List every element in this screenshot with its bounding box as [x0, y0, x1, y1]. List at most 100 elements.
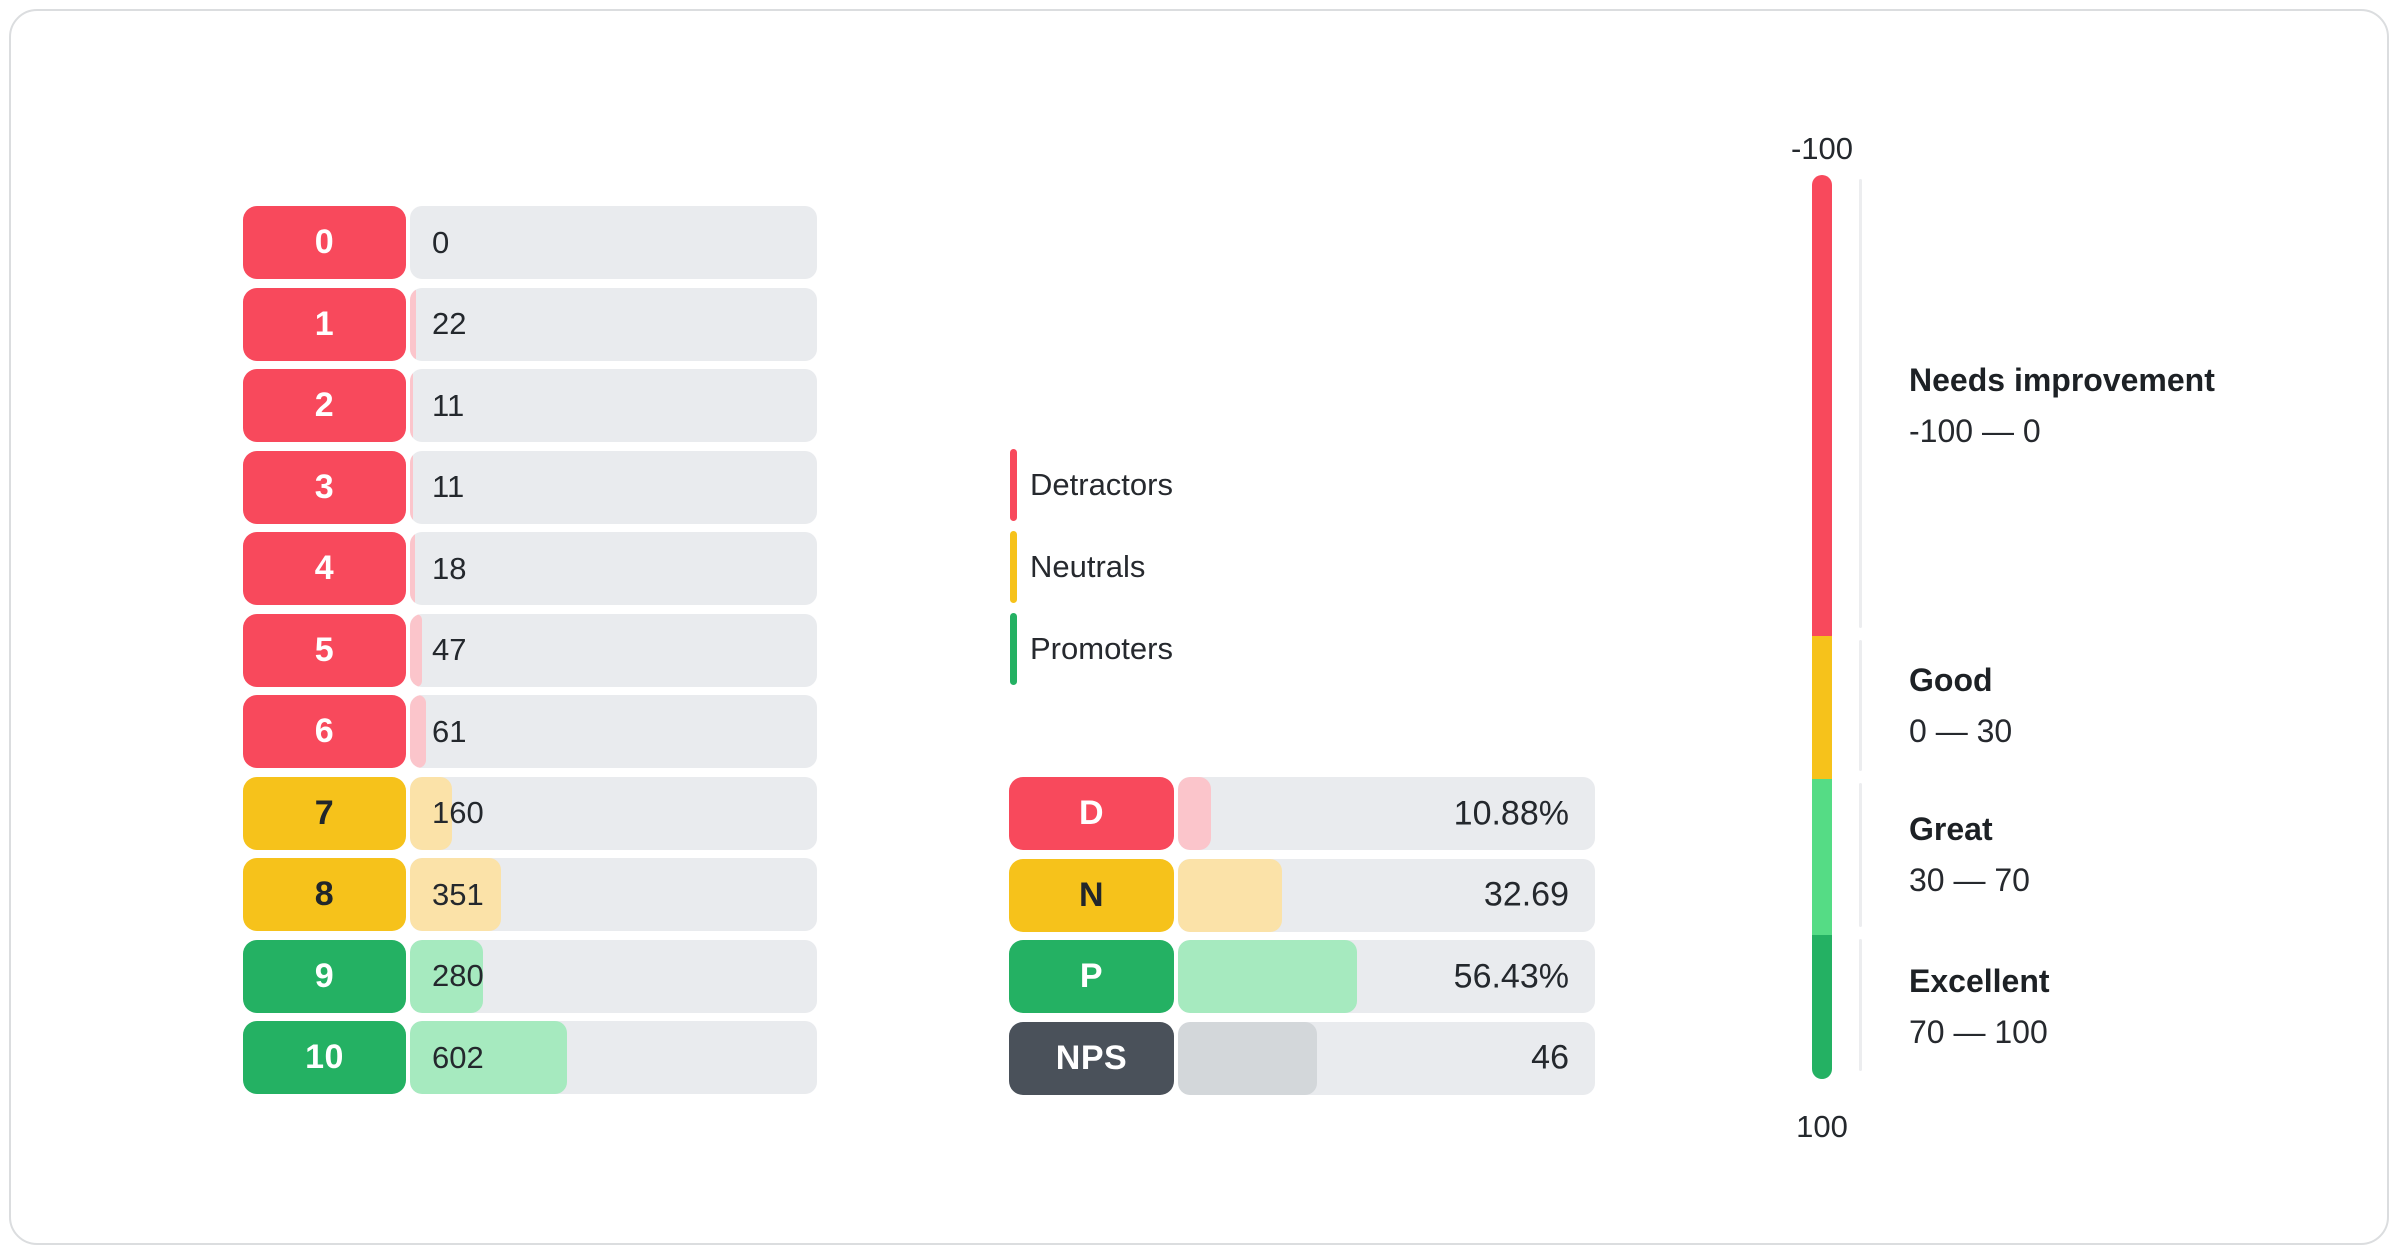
score-bar-fill	[410, 695, 426, 768]
score-chip: 5	[243, 613, 406, 687]
summary-chip-d: D	[1009, 777, 1174, 850]
summary-value: 32.69	[1483, 875, 1569, 914]
score-chip: 6	[243, 695, 406, 768]
score-bar-track: 61	[410, 695, 817, 768]
score-row-10: 10 602	[243, 1021, 817, 1094]
score-bar-track: 18	[410, 532, 817, 605]
legend-item-neutrals[interactable]: Neutrals	[1010, 531, 1173, 603]
score-bar-fill	[410, 450, 413, 524]
summary-row-nps: NPS 46	[1009, 1021, 1595, 1095]
legend: Detractors Neutrals Promoters	[1010, 449, 1173, 685]
score-count: 18	[432, 550, 467, 586]
summary-bar-fill	[1178, 1021, 1318, 1095]
gauge-segment-needs-improvement	[1812, 175, 1832, 636]
score-row-3: 3 11	[243, 450, 817, 524]
gauge-axis-line	[1859, 179, 1862, 1071]
score-chip: 8	[243, 858, 406, 931]
gauge-note-range: 0 — 30	[1909, 713, 2013, 749]
score-bar-fill	[410, 776, 452, 850]
summary-bar-fill	[1178, 777, 1211, 850]
score-bar-track: 351	[410, 858, 817, 931]
nps-report-card: 0 0 1 22 2 11 3	[9, 9, 2389, 1245]
summary-chip-p: P	[1009, 940, 1174, 1013]
legend-label: Promoters	[1030, 631, 1173, 666]
score-row-0: 0 0	[243, 206, 817, 279]
nps-gauge-bar	[1812, 175, 1832, 1079]
score-bar-track: 280	[410, 939, 817, 1013]
score-bar-fill	[410, 532, 415, 605]
gauge-note-title: Needs improvement	[1909, 362, 2215, 398]
score-row-9: 9 280	[243, 939, 817, 1013]
gauge-note-title: Excellent	[1909, 963, 2050, 999]
summary-value: 46	[1531, 1038, 1569, 1077]
summary-chip-n: N	[1009, 858, 1174, 932]
score-count: 280	[432, 958, 484, 993]
score-chip: 2	[243, 369, 406, 442]
score-count: 11	[432, 387, 465, 423]
gauge-segment-excellent	[1812, 935, 1832, 1079]
gauge-segment-good	[1812, 636, 1832, 779]
legend-item-detractors[interactable]: Detractors	[1010, 449, 1173, 521]
score-distribution-chart: 0 0 1 22 2 11 3	[243, 206, 817, 1094]
score-row-2: 2 11	[243, 369, 817, 442]
promoters-color-bar-icon	[1010, 613, 1017, 685]
legend-item-promoters[interactable]: Promoters	[1010, 613, 1173, 685]
summary-bar-track: 56.43%	[1178, 940, 1595, 1013]
score-bar-track: 47	[410, 613, 817, 687]
score-bar-track: 602	[410, 1021, 817, 1094]
score-bar-fill	[410, 1021, 567, 1094]
score-bar-track: 11	[410, 450, 817, 524]
score-bar-track: 160	[410, 776, 817, 850]
gauge-axis-segment	[1859, 783, 1862, 927]
score-bar-fill	[410, 939, 483, 1013]
gauge-note-title: Great	[1909, 811, 1993, 847]
gauge-note-great: Great 30 — 70	[1909, 811, 2030, 899]
summary-row-detractors: D 10.88%	[1009, 777, 1595, 850]
score-chip: 4	[243, 532, 406, 605]
summary-bar-fill	[1178, 858, 1282, 932]
score-chip: 9	[243, 939, 406, 1013]
score-count: 11	[432, 469, 465, 504]
score-count: 22	[432, 306, 467, 341]
gauge-note-title: Good	[1909, 662, 1993, 698]
score-count: 351	[432, 876, 484, 912]
nps-summary-chart: D 10.88% N 32.69 P 56.43%	[1009, 777, 1595, 1095]
gauge-axis-segment	[1859, 179, 1862, 628]
score-chip: 1	[243, 287, 406, 361]
gauge-max-positive-label: 100	[1796, 1109, 1848, 1144]
gauge-note-range: 30 — 70	[1909, 862, 2030, 898]
summary-row-promoters: P 56.43%	[1009, 940, 1595, 1013]
summary-bar-track: 10.88%	[1178, 777, 1595, 850]
summary-value: 56.43%	[1453, 957, 1569, 995]
summary-bar-track: 46	[1178, 1021, 1595, 1095]
score-bar-track: 22	[410, 287, 817, 361]
score-count: 61	[432, 713, 467, 749]
summary-row-neutrals: N 32.69	[1009, 858, 1595, 932]
gauge-note-needs-improvement: Needs improvement -100 — 0	[1909, 362, 2215, 450]
gauge-note-excellent: Excellent 70 — 100	[1909, 963, 2050, 1051]
score-count: 0	[432, 224, 450, 260]
score-row-1: 1 22	[243, 287, 817, 361]
gauge-max-negative-label: -100	[1790, 131, 1854, 166]
gauge-axis-segment	[1859, 640, 1862, 771]
score-chip: 7	[243, 776, 406, 850]
summary-chip-nps: NPS	[1009, 1021, 1174, 1095]
gauge-segment-great	[1812, 779, 1832, 935]
score-chip: 10	[243, 1021, 406, 1094]
score-count: 160	[432, 795, 484, 830]
legend-label: Neutrals	[1030, 549, 1146, 584]
score-count: 602	[432, 1039, 484, 1075]
score-count: 47	[432, 632, 467, 667]
gauge-note-range: 70 — 100	[1909, 1014, 2048, 1050]
score-row-7: 7 160	[243, 776, 817, 850]
score-row-5: 5 47	[243, 613, 817, 687]
summary-value: 10.88%	[1453, 794, 1569, 832]
score-chip: 3	[243, 450, 406, 524]
score-row-4: 4 18	[243, 532, 817, 605]
detractors-color-bar-icon	[1010, 449, 1017, 521]
gauge-note-good: Good 0 — 30	[1909, 662, 2012, 750]
summary-bar-track: 32.69	[1178, 858, 1595, 932]
score-bar-track: 11	[410, 369, 817, 442]
score-chip: 0	[243, 206, 406, 279]
